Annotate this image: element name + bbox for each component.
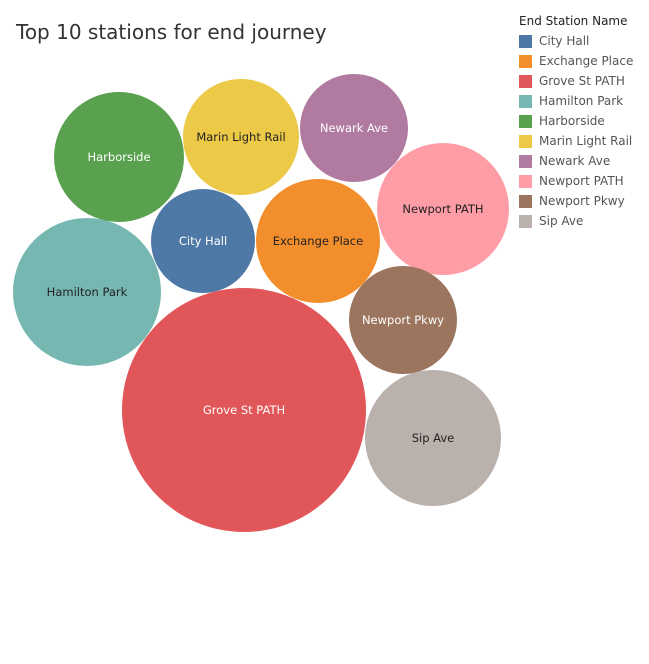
legend-swatch [519, 154, 532, 168]
legend-swatch [519, 54, 532, 68]
bubble-grove-st-path: Grove St PATH [122, 288, 366, 532]
legend-swatch [519, 114, 532, 128]
legend-swatch [519, 34, 532, 48]
bubble-label-hamilton-park: Hamilton Park [47, 285, 128, 299]
legend-item-city-hall[interactable]: City Hall [519, 31, 633, 51]
legend-label: Newport Pkwy [539, 194, 625, 208]
legend-swatch [519, 174, 532, 188]
legend-label: Newark Ave [539, 154, 611, 168]
bubble-city-hall: City Hall [151, 189, 255, 293]
legend-item-newark-ave[interactable]: Newark Ave [519, 151, 633, 171]
bubble-newport-path: Newport PATH [377, 143, 509, 275]
bubble-circle-sip-ave [365, 370, 501, 506]
legend-swatch [519, 194, 532, 208]
legend-item-harborside[interactable]: Harborside [519, 111, 633, 131]
bubble-circle-harborside [54, 92, 184, 222]
bubble-label-city-hall: City Hall [179, 234, 227, 248]
bubble-circle-newport-pkwy [349, 266, 457, 374]
legend-item-hamilton-park[interactable]: Hamilton Park [519, 91, 633, 111]
bubble-circle-city-hall [151, 189, 255, 293]
bubble-newark-ave: Newark Ave [300, 74, 408, 182]
legend-items: City Hall Exchange Place Grove St PATH Hami… [519, 31, 633, 231]
legend-label: Sip Ave [539, 214, 584, 228]
legend-item-newport-pkwy[interactable]: Newport Pkwy [519, 191, 633, 211]
bubble-label-grove-st-path: Grove St PATH [203, 403, 285, 417]
legend-swatch [519, 134, 532, 148]
bubble-label-newport-pkwy: Newport Pkwy [362, 313, 444, 327]
bubble-circle-hamilton-park [13, 218, 161, 366]
bubble-circle-newark-ave [300, 74, 408, 182]
bubble-hamilton-park: Hamilton Park [13, 218, 161, 366]
legend-swatch [519, 74, 532, 88]
bubble-label-harborside: Harborside [87, 150, 150, 164]
legend-item-sip-ave[interactable]: Sip Ave [519, 211, 633, 231]
legend-title: End Station Name [519, 14, 628, 28]
legend-item-marin-light-rail[interactable]: Marin Light Rail [519, 131, 633, 151]
bubble-label-newport-path: Newport PATH [402, 202, 483, 216]
bubble-circle-marin-light-rail [183, 79, 299, 195]
bubble-label-sip-ave: Sip Ave [412, 431, 455, 445]
legend-label: Newport PATH [539, 174, 624, 188]
legend-swatch [519, 94, 532, 108]
bubble-circle-newport-path [377, 143, 509, 275]
legend-swatch [519, 214, 532, 228]
legend-label: Grove St PATH [539, 74, 625, 88]
bubble-label-newark-ave: Newark Ave [320, 121, 388, 135]
bubble-harborside: Harborside [54, 92, 184, 222]
legend-item-newport-path[interactable]: Newport PATH [519, 171, 633, 191]
bubble-newport-pkwy: Newport Pkwy [349, 266, 457, 374]
bubble-sip-ave: Sip Ave [365, 370, 501, 506]
legend-item-grove-st-path[interactable]: Grove St PATH [519, 71, 633, 91]
legend-label: City Hall [539, 34, 590, 48]
legend-label: Exchange Place [539, 54, 634, 68]
legend: End Station Name City Hall Exchange Place… [519, 14, 633, 231]
legend-item-exchange-place[interactable]: Exchange Place [519, 51, 633, 71]
legend-label: Hamilton Park [539, 94, 624, 108]
bubble-label-exchange-place: Exchange Place [273, 234, 363, 248]
bubble-marin-light-rail: Marin Light Rail [183, 79, 299, 195]
chart-title: Top 10 stations for end journey [16, 20, 327, 44]
bubble-exchange-place: Exchange Place [256, 179, 380, 303]
bubble-circle-grove-st-path [122, 288, 366, 532]
legend-label: Harborside [539, 114, 605, 128]
legend-label: Marin Light Rail [539, 134, 633, 148]
bubble-label-marin-light-rail: Marin Light Rail [196, 130, 285, 144]
bubble-circle-exchange-place [256, 179, 380, 303]
